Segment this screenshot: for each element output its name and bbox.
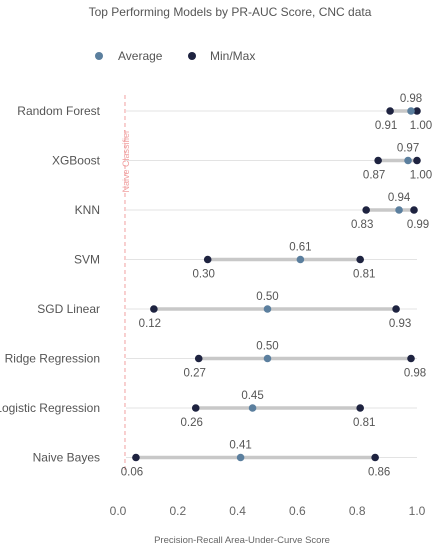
row-naive-bayes: Naive Bayes 0.06 0.86 0.41 (33, 440, 391, 479)
max-point (413, 107, 421, 115)
min-value-label: 0.91 (375, 120, 397, 132)
max-point (356, 404, 364, 412)
average-point (263, 354, 272, 363)
category-label: KNN (75, 203, 100, 217)
max-value-label: 0.98 (404, 368, 426, 380)
min-value-label: 0.06 (121, 467, 143, 479)
max-value-label: 1.00 (410, 170, 432, 182)
average-value-label: 0.94 (388, 192, 411, 204)
row-svm: SVM 0.30 0.81 0.61 (74, 242, 375, 281)
max-point (407, 354, 415, 363)
legend-minmax-label: Min/Max (210, 49, 255, 63)
x-axis-label: Precision-Recall Area-Under-Curve Score (154, 535, 330, 546)
max-point (413, 156, 421, 165)
category-label: Random Forest (17, 104, 100, 118)
max-value-label: 0.86 (368, 467, 390, 479)
min-point (191, 404, 200, 412)
x-tick-label: 0.2 (169, 504, 186, 518)
chart-title: Top Performing Models by PR-AUC Score, C… (89, 5, 372, 19)
min-point (132, 453, 140, 462)
min-point (362, 206, 370, 214)
legend-average-label: Average (118, 49, 163, 63)
min-value-label: 0.30 (193, 269, 215, 281)
legend-average-marker (95, 52, 103, 60)
x-tick-label: 0.8 (349, 504, 366, 518)
x-tick-label: 0.0 (110, 504, 127, 518)
category-label: Logistic Regression (0, 401, 100, 415)
average-value-label: 0.61 (289, 242, 311, 254)
max-point (410, 206, 418, 214)
min-value-label: 0.26 (181, 417, 203, 429)
average-value-label: 0.41 (229, 440, 251, 452)
category-label: SGD Linear (37, 302, 100, 316)
min-point (150, 305, 158, 313)
max-value-label: 0.81 (353, 269, 375, 281)
x-tick-label: 1.0 (409, 504, 426, 518)
average-value-label: 0.45 (241, 390, 263, 402)
min-value-label: 0.87 (363, 170, 385, 182)
max-value-label: 0.99 (407, 219, 429, 231)
x-tick-label: 0.6 (289, 504, 306, 518)
row-logistic-regression: Logistic Regression 0.26 0.81 0.45 (0, 390, 375, 429)
average-value-label: 0.97 (397, 143, 419, 155)
min-value-label: 0.12 (139, 318, 161, 330)
row-xgboost: XGBoost 0.87 1.00 0.97 (52, 143, 432, 182)
average-point (407, 107, 415, 115)
naive-classifier-label: Naive Classifier (121, 130, 131, 193)
average-point (395, 206, 403, 214)
chart-rows: Random Forest 0.91 1.00 0.98 XGBoost 0.87 1.00… (0, 93, 432, 479)
x-axis-ticks: 0.0 0.2 0.4 0.6 0.8 1.0 (110, 504, 426, 518)
min-point (194, 354, 203, 363)
row-random-forest: Random Forest 0.91 1.00 0.98 (17, 93, 432, 132)
legend-minmax-marker (188, 52, 196, 60)
legend: Average Min/Max (95, 49, 255, 63)
average-value-label: 0.50 (256, 341, 278, 353)
gridlines (126, 110, 417, 458)
category-label: Naive Bayes (33, 451, 100, 465)
min-value-label: 0.27 (184, 368, 206, 380)
min-point (386, 107, 394, 115)
row-knn: KNN 0.83 0.99 0.94 (75, 192, 430, 231)
average-value-label: 0.50 (256, 291, 278, 303)
average-point (296, 255, 305, 264)
max-value-label: 1.00 (410, 120, 432, 132)
average-point (263, 305, 272, 313)
average-value-label: 0.98 (400, 93, 422, 105)
average-point (404, 156, 412, 165)
min-point (374, 156, 382, 165)
row-ridge-regression: Ridge Regression 0.27 0.98 0.50 (5, 341, 427, 380)
max-value-label: 0.93 (389, 318, 411, 330)
min-value-label: 0.83 (351, 219, 373, 231)
average-point (248, 404, 257, 412)
x-tick-label: 0.4 (229, 504, 246, 518)
category-label: Ridge Regression (5, 352, 100, 366)
average-point (236, 453, 245, 462)
row-sgd-linear: SGD Linear 0.12 0.93 0.50 (37, 291, 411, 330)
naive-classifier-line: Naive Classifier (121, 95, 131, 470)
max-point (356, 255, 364, 264)
category-label: XGBoost (52, 154, 101, 168)
max-point (371, 453, 379, 462)
min-point (203, 255, 212, 264)
category-label: SVM (74, 253, 100, 267)
max-value-label: 0.81 (353, 417, 375, 429)
max-point (392, 305, 400, 313)
